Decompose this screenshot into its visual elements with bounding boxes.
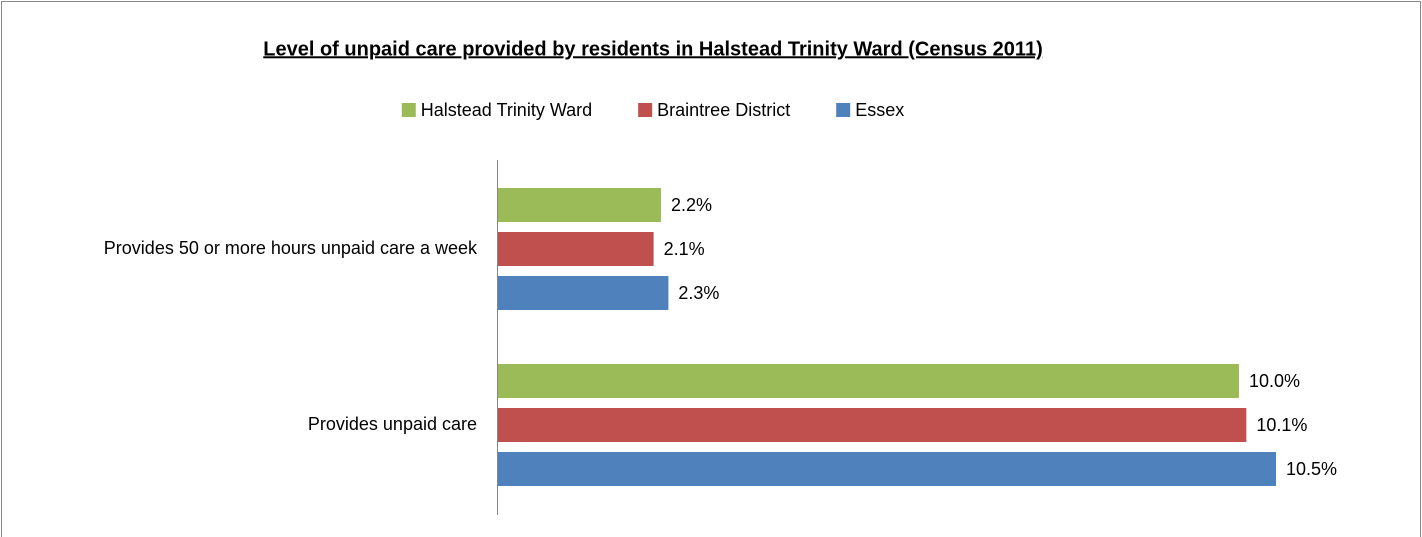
data-label: 2.1% [664,239,705,259]
bar [498,452,1276,486]
bar [498,364,1239,398]
legend-label: Essex [855,100,904,120]
bar [498,408,1247,442]
bar [498,188,662,222]
data-label: 2.2% [671,195,712,215]
bar [498,276,669,310]
data-label: 10.5% [1286,459,1337,479]
chart-title: Level of unpaid care provided by residen… [263,38,1042,60]
data-label: 10.0% [1249,371,1300,391]
legend-swatch [638,103,653,117]
category-label: Provides 50 or more hours unpaid care a … [104,238,478,258]
legend-label: Halstead Trinity Ward [421,100,592,120]
legend: Halstead Trinity Ward Braintree District E… [401,100,904,120]
bar [498,232,654,266]
legend-swatch [836,103,851,117]
legend-label: Braintree District [657,100,790,120]
data-label: 10.1% [1256,415,1307,435]
category-label: Provides unpaid care [308,414,477,434]
legend-swatch [401,103,416,117]
data-label: 2.3% [678,283,719,303]
